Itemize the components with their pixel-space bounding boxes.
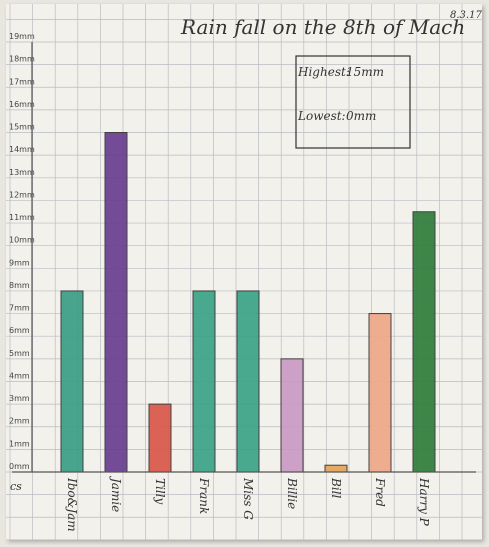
- x-category-label: Miss G: [241, 477, 255, 520]
- x-category-label: Harry P: [417, 477, 431, 527]
- y-tick-label: 9mm: [9, 258, 30, 267]
- y-tick-label: 15mm: [9, 123, 35, 132]
- bar: [368, 313, 392, 473]
- y-tick-label: 8mm: [9, 281, 30, 290]
- y-tick-label: 17mm: [9, 77, 35, 86]
- annotation-box: [295, 55, 411, 149]
- x-axis-label: cs: [10, 480, 22, 493]
- y-tick-label: 2mm: [9, 417, 30, 426]
- highest-lowest-box: Highest: 15mm Lowest: 0mm: [295, 55, 411, 149]
- y-tick-label: 18mm: [9, 55, 35, 64]
- y-tick-label: 0mm: [9, 462, 30, 471]
- y-tick-labels: 0mm 1mm 2mm 3mm 4mm 5mm 6mm 7mm 8mm 9mm 10mm 11mm 12…: [9, 32, 35, 471]
- y-tick-label: 6mm: [9, 326, 30, 335]
- x-category-label: Ibo&Jam: [65, 477, 79, 532]
- x-category-label: Jamie: [109, 475, 123, 512]
- bar: [236, 290, 260, 473]
- bar: [60, 290, 84, 473]
- bar: [280, 358, 304, 473]
- y-tick-label: 1mm: [9, 439, 30, 448]
- y-tick-label: 14mm: [9, 145, 35, 154]
- y-tick-label: 5mm: [9, 349, 30, 358]
- bar: [148, 403, 172, 473]
- y-tick-label: 13mm: [9, 168, 35, 177]
- y-tick-label: 10mm: [9, 236, 35, 245]
- highest-value: 15mm: [346, 65, 384, 79]
- bar: [104, 132, 128, 473]
- x-category-label: Frank: [197, 477, 211, 514]
- lowest-value: 0mm: [346, 109, 376, 123]
- bar: [192, 290, 216, 473]
- highest-label: Highest:: [297, 65, 350, 79]
- chart-title: Rain fall on the 8th of Mach: [180, 15, 465, 39]
- lowest-label: Lowest:: [297, 109, 346, 123]
- y-tick-label: 12mm: [9, 190, 35, 199]
- x-category-labels: Ibo&Jam Jamie Tilly Frank Miss G Billie Bill Fr…: [65, 475, 431, 532]
- y-tick-label: 19mm: [9, 32, 35, 41]
- x-category-label: Tilly: [153, 478, 167, 505]
- bar: [412, 211, 436, 473]
- y-tick-label: 11mm: [9, 213, 35, 222]
- notebook-page: 0mm 1mm 2mm 3mm 4mm 5mm 6mm 7mm 8mm 9mm 10mm 11mm 12…: [6, 4, 482, 540]
- y-tick-label: 4mm: [9, 371, 30, 380]
- chart-date: 8.3.17: [450, 10, 482, 21]
- x-category-label: Bill: [329, 477, 343, 498]
- y-tick-label: 3mm: [9, 394, 30, 403]
- y-tick-label: 7mm: [9, 304, 30, 313]
- x-category-label: Fred: [373, 477, 387, 507]
- x-category-label: Billie: [285, 477, 299, 509]
- bars-group: [60, 132, 436, 473]
- rainfall-chart: 0mm 1mm 2mm 3mm 4mm 5mm 6mm 7mm 8mm 9mm 10mm 11mm 12…: [6, 4, 482, 540]
- y-tick-label: 16mm: [9, 100, 35, 109]
- bar: [324, 464, 348, 473]
